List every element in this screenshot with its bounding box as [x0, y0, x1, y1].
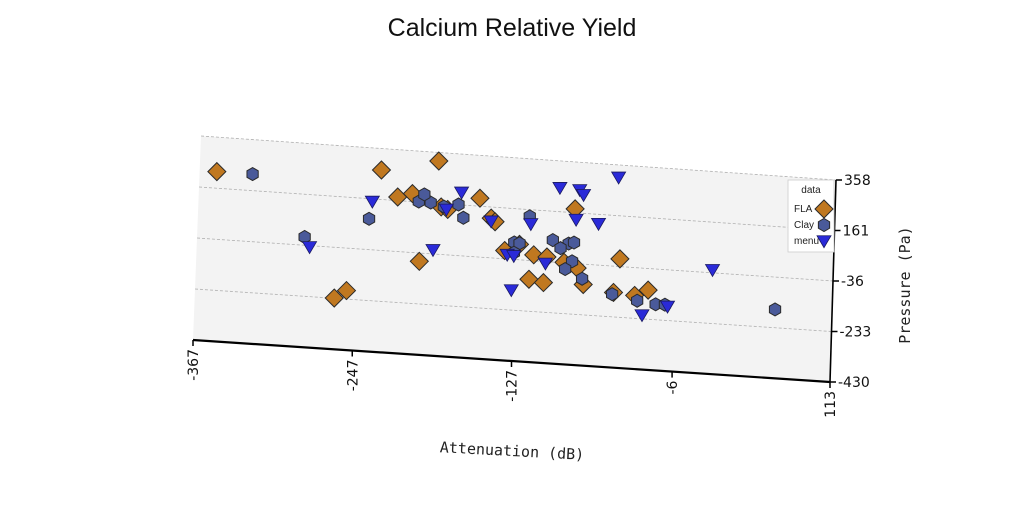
fla-point: [519, 269, 539, 289]
y-tick-label: 358: [844, 173, 871, 189]
menu-point: [704, 264, 721, 278]
gridline: [198, 186, 835, 231]
menu-point: [483, 215, 499, 229]
y-tick-label: -430: [838, 375, 870, 391]
gridline: [194, 288, 832, 332]
menu-point: [523, 218, 539, 232]
legend-label: Clay: [794, 220, 814, 231]
menu-point: [568, 213, 584, 227]
clay-point: [768, 302, 782, 317]
data-markers: [207, 151, 782, 323]
clay-point: [546, 233, 559, 248]
menu-point: [506, 250, 522, 264]
y-tick-label: -233: [840, 325, 872, 341]
clay-point: [362, 211, 376, 226]
fla-point: [336, 280, 357, 301]
legend-label: FLA: [794, 204, 813, 215]
y-tick-label: 161: [843, 224, 870, 240]
menu-point: [575, 189, 592, 203]
fla-point: [429, 151, 449, 171]
clay-point: [559, 262, 572, 277]
menu-point: [610, 171, 627, 185]
x-tick-label: -367: [186, 349, 202, 381]
fla-point: [324, 288, 344, 308]
menu-point: [425, 244, 441, 258]
clay-point: [631, 293, 644, 308]
fla-point: [470, 188, 490, 208]
chart-title: Calcium Relative Yield: [387, 14, 637, 42]
legend-marker: [817, 217, 831, 233]
fla-point: [371, 160, 392, 180]
x-axis-label: Attenuation (dB): [439, 438, 584, 464]
y-tick-label: -36: [841, 274, 864, 290]
clay-point: [418, 187, 431, 202]
clay-point: [452, 197, 465, 212]
menu-point: [659, 300, 676, 314]
clay-point: [554, 241, 567, 256]
fla-point: [409, 251, 430, 272]
menu-point: [634, 309, 650, 323]
legend-marker: [816, 235, 832, 249]
fla-point: [610, 249, 630, 269]
x-tick-label: -247: [345, 360, 361, 392]
gridline: [196, 237, 834, 282]
clay-point: [575, 271, 589, 286]
menu-point: [364, 195, 381, 209]
clay-point: [246, 166, 259, 182]
clay-point: [457, 210, 470, 225]
clay-point: [567, 235, 581, 250]
legend-label: menu: [794, 236, 819, 247]
fla-point: [207, 161, 227, 182]
legend-title: data: [801, 185, 821, 196]
x-tick-label: -6: [665, 381, 681, 395]
y-axis-label: Pressure (Pa): [896, 226, 914, 343]
x-axis-ticks: -367 -247 -127 -6 113: [186, 340, 839, 418]
menu-point: [537, 257, 554, 271]
menu-point: [438, 203, 455, 217]
fla-point: [524, 245, 544, 265]
menu-point: [552, 182, 568, 196]
menu-point: [590, 217, 607, 232]
fla-point: [533, 272, 554, 293]
y-axis-ticks: -430 -233 -36 161 358: [830, 173, 871, 391]
menu-point: [453, 186, 470, 200]
gridline: [200, 135, 837, 181]
x-tick-label: -127: [505, 370, 521, 402]
menu-point: [301, 241, 318, 255]
menu-point: [503, 284, 519, 298]
fla-point: [638, 280, 658, 300]
clay-point: [605, 287, 619, 302]
x-tick-label: 113: [823, 391, 839, 418]
legend: data FLA Clay menu: [787, 179, 835, 253]
